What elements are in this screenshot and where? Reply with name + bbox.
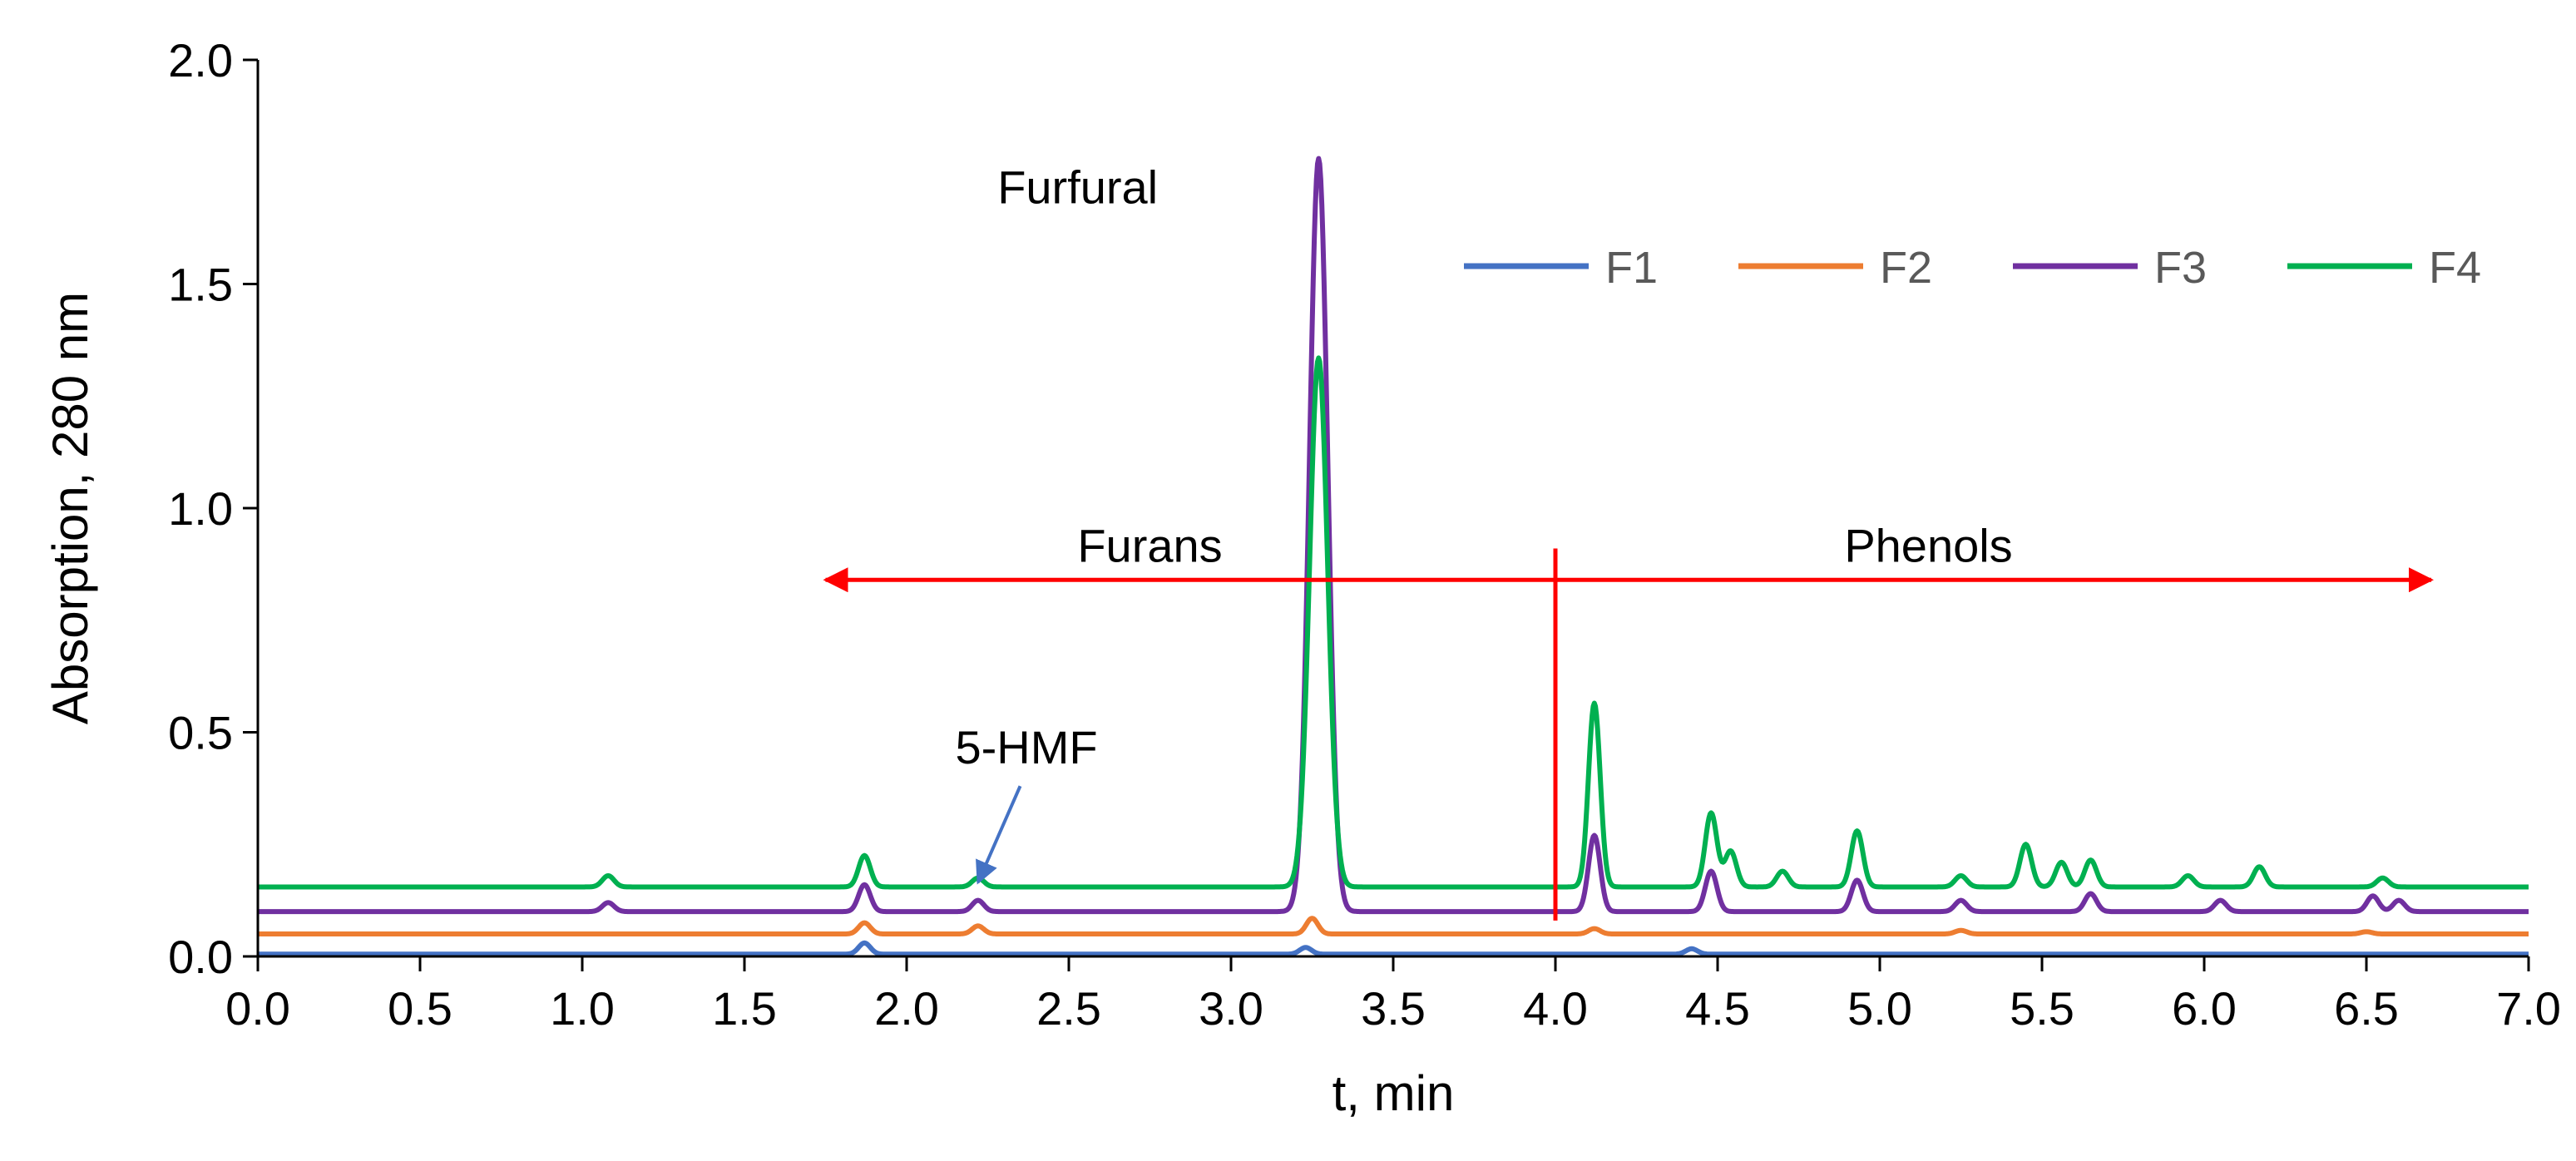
chart-legend: F1 F2 F3 F4 — [1464, 243, 2481, 293]
phenols-label: Phenols — [1844, 520, 2012, 572]
x-tick-label: 6.5 — [2334, 982, 2399, 1035]
x-tick-label: 6.0 — [2172, 982, 2237, 1035]
furfural-label: Furfural — [997, 161, 1158, 213]
legend-label-f2: F2 — [1880, 243, 1932, 293]
x-tick-label: 3.5 — [1361, 982, 1426, 1035]
x-tick-label: 1.0 — [550, 982, 615, 1035]
x-tick-label: 2.5 — [1036, 982, 1101, 1035]
legend-label-f1: F1 — [1605, 243, 1658, 293]
x-tick-label: 7.0 — [2496, 982, 2561, 1035]
series-line-f3 — [256, 156, 2530, 915]
x-tick-label: 0.0 — [225, 982, 290, 1035]
y-tick-label: 1.5 — [168, 259, 233, 311]
x-tick-label: 2.0 — [874, 982, 939, 1035]
x-tick-label: 3.0 — [1199, 982, 1263, 1035]
y-tick-label: 1.0 — [168, 482, 233, 535]
y-axis-ticks: 0.0 0.5 1.0 1.5 2.0 — [168, 34, 258, 983]
legend-label-f4: F4 — [2429, 243, 2481, 293]
x-tick-label: 4.0 — [1523, 982, 1588, 1035]
legend-label-f3: F3 — [2154, 243, 2207, 293]
x-tick-label: 1.5 — [712, 982, 777, 1035]
y-tick-label: 2.0 — [168, 34, 233, 86]
annotations: Furfural 5-HMF Furans Phenols — [823, 161, 2434, 921]
x-axis-label: t, min — [1332, 1065, 1455, 1121]
x-axis-ticks: 0.0 0.5 1.0 1.5 2.0 2.5 3.0 3.5 4.0 4.5 5.0 5.5 6.0 6… — [225, 956, 2561, 1035]
hmf-label: 5-HMF — [956, 721, 1098, 773]
x-tick-label: 5.0 — [1847, 982, 1912, 1035]
x-tick-label: 0.5 — [388, 982, 452, 1035]
hmf-pointer-arrow — [976, 785, 1022, 885]
series-line-f4 — [256, 355, 2530, 890]
y-tick-label: 0.0 — [168, 931, 233, 983]
series-lines — [256, 156, 2530, 957]
y-tick-label: 0.5 — [168, 707, 233, 759]
x-tick-label: 5.5 — [2010, 982, 2074, 1035]
series-line-f2 — [256, 916, 2530, 936]
furans-label: Furans — [1077, 520, 1222, 572]
y-axis-label: Absorption, 280 nm — [42, 292, 98, 724]
series-line-f1 — [256, 940, 2530, 957]
x-tick-label: 4.5 — [1685, 982, 1750, 1035]
